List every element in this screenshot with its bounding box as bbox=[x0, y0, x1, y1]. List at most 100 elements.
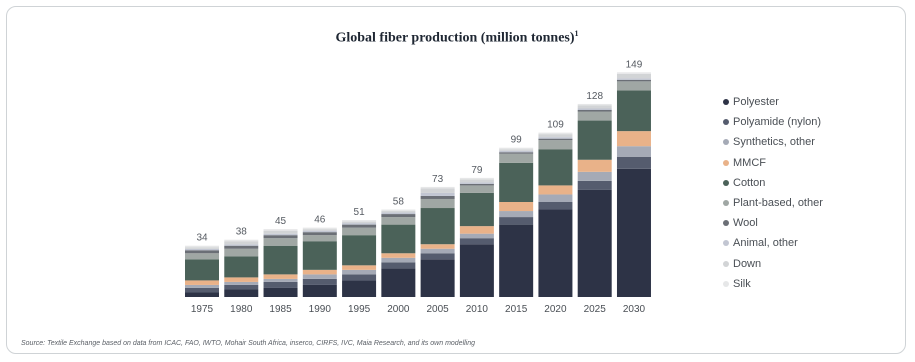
source-note: Source: Textile Exchange based on data f… bbox=[21, 340, 476, 347]
chart-title-text: Global fiber production (million tonnes) bbox=[335, 30, 575, 46]
bar-segment-down-1995 bbox=[342, 221, 377, 224]
bar-segment-mmcf-2000 bbox=[381, 253, 416, 258]
legend-label: Polyester bbox=[733, 96, 779, 109]
legend-swatch bbox=[723, 179, 729, 186]
bar-segment-wool-2030 bbox=[616, 79, 651, 82]
bar-segment-down-1975 bbox=[185, 247, 219, 249]
bar-segment-wool-2015 bbox=[499, 152, 534, 154]
x-tick-label-1975: 1975 bbox=[191, 304, 214, 315]
legend-label: Animal, other bbox=[733, 237, 798, 250]
bar-segment-synthetics-other-2020 bbox=[538, 194, 573, 202]
bar-segment-animal-other-2030 bbox=[616, 78, 651, 80]
bar-segment-polyamide-nylon-1995 bbox=[342, 274, 377, 281]
bar-segment-plant-based-other-1985 bbox=[263, 238, 298, 246]
bar-segment-animal-other-1980 bbox=[224, 244, 259, 246]
bar-segment-plant-based-other-1995 bbox=[342, 227, 377, 236]
legend-item-polyamide-nylon: Polyamide (nylon) bbox=[723, 112, 823, 132]
bar-segment-silk-1990 bbox=[302, 227, 337, 230]
bar-segment-wool-1985 bbox=[263, 235, 298, 239]
legend-label: Cotton bbox=[733, 176, 766, 189]
bar-segment-cotton-2010 bbox=[459, 192, 494, 227]
bar-segment-animal-other-2000 bbox=[381, 212, 416, 215]
legend-label: Down bbox=[733, 257, 762, 270]
legend-swatch bbox=[723, 99, 729, 106]
x-tick-label-2020: 2020 bbox=[544, 304, 567, 315]
x-tick-label-1990: 1990 bbox=[309, 304, 332, 315]
bar-segment-polyamide-nylon-2005 bbox=[420, 253, 455, 260]
bar-segment-polyester-2020 bbox=[538, 209, 573, 297]
bar-segment-plant-based-other-2030 bbox=[616, 81, 651, 91]
bar-segment-wool-1980 bbox=[224, 245, 259, 249]
bar-segment-down-1980 bbox=[224, 241, 259, 245]
total-label-2030: 149 bbox=[626, 59, 643, 70]
total-label-2020: 109 bbox=[547, 120, 564, 131]
bar-segment-synthetics-other-2005 bbox=[420, 248, 455, 254]
bar-segment-wool-1995 bbox=[342, 224, 377, 228]
total-label-2005: 73 bbox=[432, 174, 444, 185]
bar-segment-synthetics-other-1975 bbox=[185, 284, 219, 288]
bar-segment-mmcf-1985 bbox=[263, 274, 298, 279]
bar-segment-animal-other-2020 bbox=[538, 137, 573, 139]
bar-segment-wool-2025 bbox=[577, 110, 612, 112]
legend-item-synthetics-other: Synthetics, other bbox=[723, 132, 823, 152]
bar-segment-polyamide-nylon-2010 bbox=[459, 238, 494, 245]
bar-segment-cotton-1995 bbox=[342, 235, 377, 266]
legend-swatch bbox=[723, 240, 729, 247]
bar-segment-wool-2005 bbox=[420, 195, 455, 199]
total-label-1990: 46 bbox=[314, 215, 326, 226]
bar-segment-cotton-2005 bbox=[420, 208, 455, 245]
bar-segment-animal-other-2010 bbox=[459, 182, 494, 184]
legend-swatch bbox=[723, 200, 729, 207]
bar-segment-mmcf-1995 bbox=[342, 265, 377, 270]
bar-segment-polyester-1985 bbox=[263, 287, 298, 297]
total-label-1975: 34 bbox=[196, 233, 208, 244]
bar-segment-synthetics-other-2030 bbox=[616, 146, 651, 157]
legend-item-cotton: Cotton bbox=[723, 173, 823, 193]
legend-swatch bbox=[723, 119, 729, 126]
bar-segment-plant-based-other-2025 bbox=[577, 111, 612, 121]
legend-item-plant-based-other: Plant-based, other bbox=[723, 193, 823, 213]
bar-segment-plant-based-other-2020 bbox=[538, 140, 573, 150]
bar-segment-animal-other-1990 bbox=[302, 230, 337, 233]
x-tick-label-2005: 2005 bbox=[426, 304, 449, 315]
bar-segment-polyamide-nylon-1980 bbox=[224, 284, 259, 290]
bar-segment-silk-1980 bbox=[224, 239, 259, 242]
bar-segment-polyester-2000 bbox=[381, 268, 416, 297]
legend-item-polyester: Polyester bbox=[723, 92, 823, 112]
bar-segment-wool-1975 bbox=[185, 250, 219, 254]
chart-title-footnote-mark: 1 bbox=[574, 29, 579, 38]
bar-segment-plant-based-other-2005 bbox=[420, 198, 455, 209]
x-tick-label-2000: 2000 bbox=[387, 304, 410, 315]
legend-swatch bbox=[723, 260, 729, 267]
x-tick-label-2010: 2010 bbox=[466, 304, 489, 315]
bar-segment-polyamide-nylon-1975 bbox=[185, 287, 219, 293]
bar-segment-down-1990 bbox=[302, 229, 337, 231]
bar-segment-polyester-1990 bbox=[302, 284, 337, 297]
legend-swatch bbox=[723, 280, 729, 287]
bar-segment-animal-other-1985 bbox=[263, 233, 298, 236]
bar-segment-down-2020 bbox=[538, 134, 573, 138]
total-label-1980: 38 bbox=[236, 227, 248, 238]
bar-segment-silk-2000 bbox=[381, 209, 416, 212]
bar-segment-polyester-2005 bbox=[420, 259, 455, 297]
bar-segment-plant-based-other-2000 bbox=[381, 217, 416, 225]
bar-segment-silk-2015 bbox=[499, 147, 534, 150]
bar-segment-synthetics-other-1995 bbox=[342, 269, 377, 275]
x-tick-label-1985: 1985 bbox=[269, 304, 292, 315]
bar-segment-animal-other-2025 bbox=[577, 108, 612, 111]
bar-segment-polyamide-nylon-2015 bbox=[499, 217, 534, 225]
bar-segment-polyamide-nylon-2025 bbox=[577, 180, 612, 190]
bar-segment-cotton-1980 bbox=[224, 256, 259, 278]
bar-segment-mmcf-2020 bbox=[538, 185, 573, 195]
bar-segment-synthetics-other-2010 bbox=[459, 233, 494, 239]
bar-segment-polyester-2025 bbox=[577, 189, 612, 297]
bar-segment-cotton-2015 bbox=[499, 162, 534, 202]
bar-segment-wool-2010 bbox=[459, 183, 494, 186]
chart-title: Global fiber production (million tonnes)… bbox=[7, 29, 907, 47]
bar-segment-cotton-2025 bbox=[577, 120, 612, 160]
bar-segment-mmcf-1980 bbox=[224, 277, 259, 282]
bar-segment-wool-1990 bbox=[302, 232, 337, 236]
bar-segment-cotton-2020 bbox=[538, 149, 573, 186]
legend-swatch bbox=[723, 220, 729, 227]
